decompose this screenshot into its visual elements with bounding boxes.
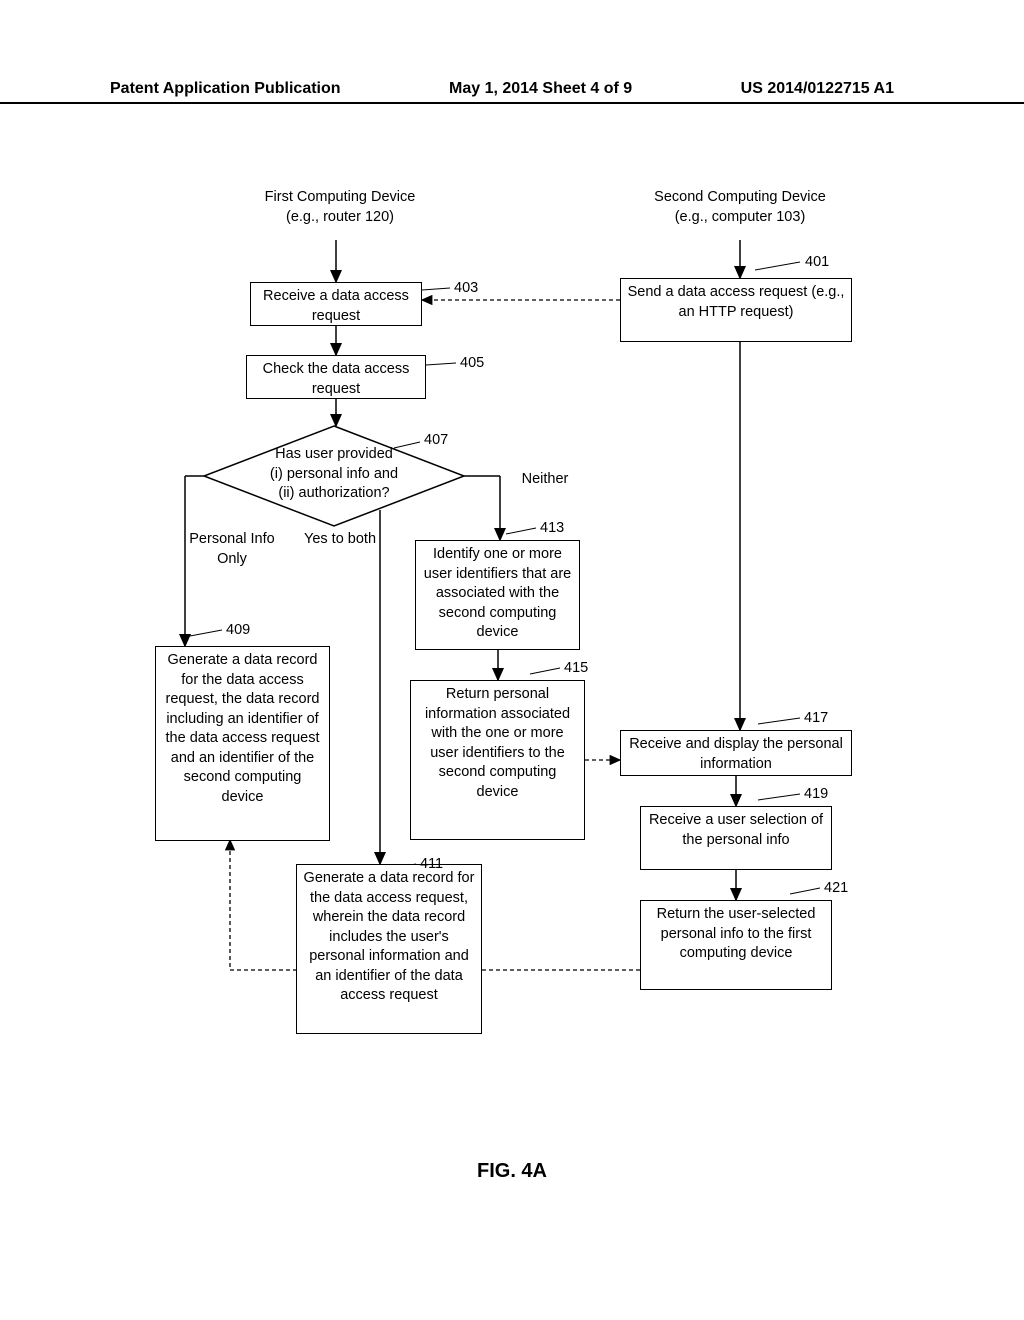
heading-second-device: Second Computing Device(e.g., computer 1… — [610, 188, 870, 227]
node-405: Check the data access request — [246, 355, 426, 399]
ref-421: 421 — [824, 880, 848, 896]
ref-405: 405 — [460, 355, 484, 371]
flowchart-diagram: First Computing Device(e.g., router 120)… — [0, 170, 1024, 1170]
ref-415: 415 — [564, 660, 588, 676]
node-419: Receive a user selection of the personal… — [640, 806, 832, 870]
node-409: Generate a data record for the data acce… — [155, 646, 330, 841]
heading-first-device: First Computing Device(e.g., router 120) — [240, 188, 440, 227]
header-right: US 2014/0122715 A1 — [741, 80, 894, 98]
figure-caption: FIG. 4A — [0, 1160, 1024, 1183]
node-411: Generate a data record for the data acce… — [296, 864, 482, 1034]
node-415: Return personal information associated w… — [410, 680, 585, 840]
node-407: Has user provided(i) personal info and(i… — [249, 445, 419, 504]
branch-label-left: Personal InfoOnly — [172, 530, 292, 569]
branch-label-mid: Yes to both — [295, 530, 385, 550]
node-421: Return the user-selected personal info t… — [640, 900, 832, 990]
ref-407: 407 — [424, 432, 448, 448]
header-center: May 1, 2014 Sheet 4 of 9 — [449, 80, 632, 98]
ref-417: 417 — [804, 710, 828, 726]
node-401: Send a data access request (e.g., an HTT… — [620, 278, 852, 342]
ref-409: 409 — [226, 622, 250, 638]
page-header: Patent Application Publication May 1, 20… — [0, 80, 1024, 104]
ref-411: 411 — [420, 856, 443, 872]
node-403: Receive a data access request — [250, 282, 422, 326]
header-row: Patent Application Publication May 1, 20… — [0, 80, 1024, 98]
ref-401: 401 — [805, 254, 829, 270]
diagram-svg — [0, 170, 1024, 1170]
ref-413: 413 — [540, 520, 564, 536]
branch-label-right: Neither — [510, 470, 580, 490]
node-417: Receive and display the personal informa… — [620, 730, 852, 776]
header-left: Patent Application Publication — [110, 80, 341, 98]
node-413: Identify one or more user identifiers th… — [415, 540, 580, 650]
ref-419: 419 — [804, 786, 828, 802]
ref-403: 403 — [454, 280, 478, 296]
